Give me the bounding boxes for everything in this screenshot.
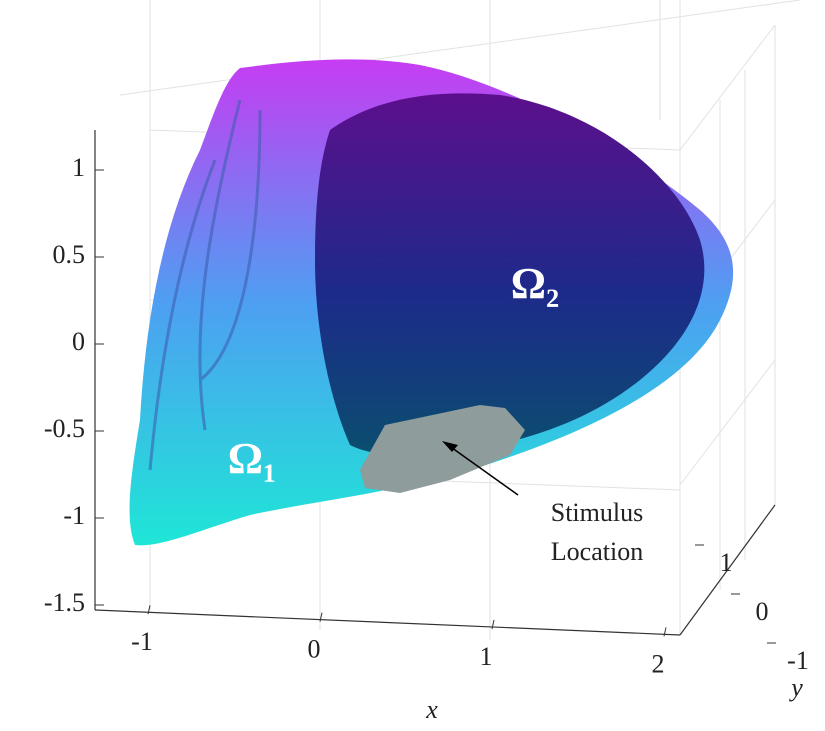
annotation-line: Stimulus [551, 498, 643, 527]
x-axis [95, 610, 680, 635]
z-tick-label: -1.5 [44, 588, 85, 617]
x-tick-label: 1 [480, 642, 493, 671]
region-label: Ω₂ [511, 259, 559, 308]
region-label: Ω₁ [228, 434, 276, 483]
z-tick-label: -0.5 [44, 414, 85, 443]
x-axis-label: x [425, 695, 438, 724]
z-tick-label: 0.5 [53, 240, 86, 269]
heart-inner [315, 93, 704, 455]
chart: x y Ω₁ Ω₂ Stimulus Location 1 0.5 0 -0.5 -1 -… [0, 0, 825, 731]
x-tick-label: 2 [652, 649, 665, 678]
z-tick-label: 1 [72, 153, 85, 182]
z-tick-label: 0 [72, 327, 85, 356]
x-tick-label: -1 [131, 627, 153, 656]
y-tick-label: 1 [720, 548, 733, 577]
y-tick-label: -1 [787, 646, 809, 675]
z-tick-label: -1 [63, 501, 85, 530]
surface [130, 59, 734, 545]
y-tick-label: 0 [756, 597, 769, 626]
annotation-line: Location [551, 537, 643, 566]
y-axis-label: y [788, 673, 803, 702]
x-tick-label: 0 [308, 635, 321, 664]
